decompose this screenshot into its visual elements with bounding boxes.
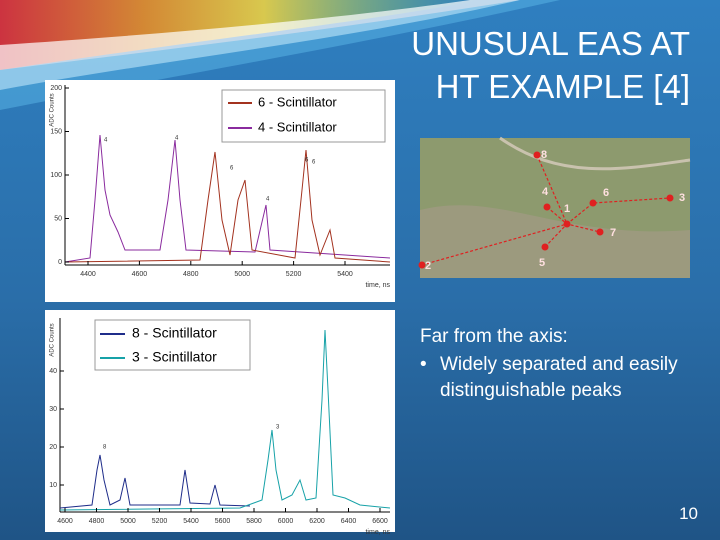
x-tick-label: 4400 [80, 271, 96, 278]
x-axis-label: time, ns [365, 529, 390, 536]
x-tick-label: 4800 [183, 271, 199, 278]
y-tick-label: 0 [58, 259, 62, 266]
terrain [420, 205, 690, 278]
y-tick-label: 10 [49, 482, 57, 489]
x-tick-label: 5200 [286, 271, 302, 278]
figure: 0 50 100 150 200 4400 4600 4800 5000 5200 5400 time… [45, 80, 395, 302]
peak-label: 6 [312, 160, 316, 166]
legend-label: 8 - Scintillator [132, 325, 217, 341]
x-tick-label: 6600 [372, 518, 388, 525]
waveform [64, 134, 391, 263]
station-label: 1 [564, 203, 570, 215]
station [541, 243, 549, 251]
y-tick-label: 200 [50, 85, 62, 92]
figure: 10 20 30 40 4600 4800 5000 5200 5400 5600 5800 6000… [45, 310, 395, 536]
x-tick-label: 5600 [215, 518, 231, 525]
peak-label: 4 [104, 138, 108, 144]
station-label: 2 [425, 260, 431, 272]
waveform [59, 454, 251, 509]
road [499, 136, 691, 171]
x-tick-label: 4600 [57, 518, 73, 525]
station [418, 261, 426, 269]
bullet-list: Widely separated and easily distinguisha… [420, 352, 690, 404]
body-lead: Far from the axis: [420, 326, 568, 347]
x-tick-label: 5400 [183, 518, 199, 525]
x-tick-label: 4800 [89, 518, 105, 525]
waveform [59, 329, 391, 511]
slide-number: 10 [679, 504, 698, 523]
legend-label: 3 - Scintillator [132, 349, 217, 365]
y-tick-label: 40 [49, 368, 57, 375]
station [666, 194, 674, 202]
y-axis-label: ADC Counts [50, 93, 56, 126]
waveform [64, 149, 391, 263]
peak-label: 8 [103, 445, 107, 451]
station [543, 203, 551, 211]
y-tick-label: 100 [50, 172, 62, 179]
bullet: Widely separated and easily distinguisha… [420, 352, 690, 404]
peak-label: 4 [175, 136, 179, 142]
legend [94, 319, 251, 371]
station [589, 199, 597, 207]
legend [221, 89, 386, 143]
station-label: 6 [603, 187, 609, 199]
x-axis-label: time, ns [365, 282, 390, 289]
x-tick-label: 4600 [132, 271, 148, 278]
x-tick-label: 5800 [246, 518, 262, 525]
station-label: 5 [539, 257, 545, 269]
x-tick-label: 5400 [337, 271, 353, 278]
station-label: 4 [542, 186, 549, 198]
x-tick-label: 6200 [309, 518, 325, 525]
legend-label: 6 - Scintillator [258, 94, 337, 109]
x-tick-label: 5200 [152, 518, 168, 525]
slide-title: UNUSUAL EAS AT HT EXAMPLE [4] [411, 22, 690, 108]
y-tick-label: 150 [50, 128, 62, 135]
legend-label: 4 - Scintillator [258, 119, 337, 134]
peak-label: 4 [266, 197, 270, 203]
map: 8 4 1 6 3 7 2 5 [418, 136, 691, 278]
station-label: 3 [679, 192, 685, 204]
title-line: UNUSUAL EAS AT [411, 25, 690, 62]
x-tick-label: 6400 [341, 518, 357, 525]
station-label: 7 [610, 227, 616, 239]
station [563, 220, 571, 228]
y-tick-label: 30 [49, 406, 57, 413]
x-tick-label: 5000 [234, 271, 250, 278]
y-tick-label: 50 [54, 215, 62, 222]
station-label: 8 [541, 149, 547, 161]
x-tick-label: 6000 [278, 518, 294, 525]
station [596, 228, 604, 236]
peak-label: 6 [305, 158, 309, 164]
y-axis-label: ADC Counts [50, 323, 56, 356]
x-tick-label: 5000 [120, 518, 136, 525]
peak-label: 3 [276, 425, 280, 431]
station [533, 151, 541, 159]
peak-label: 6 [230, 166, 234, 172]
y-tick-label: 20 [49, 444, 57, 451]
title-line: HT EXAMPLE [4] [435, 68, 690, 105]
